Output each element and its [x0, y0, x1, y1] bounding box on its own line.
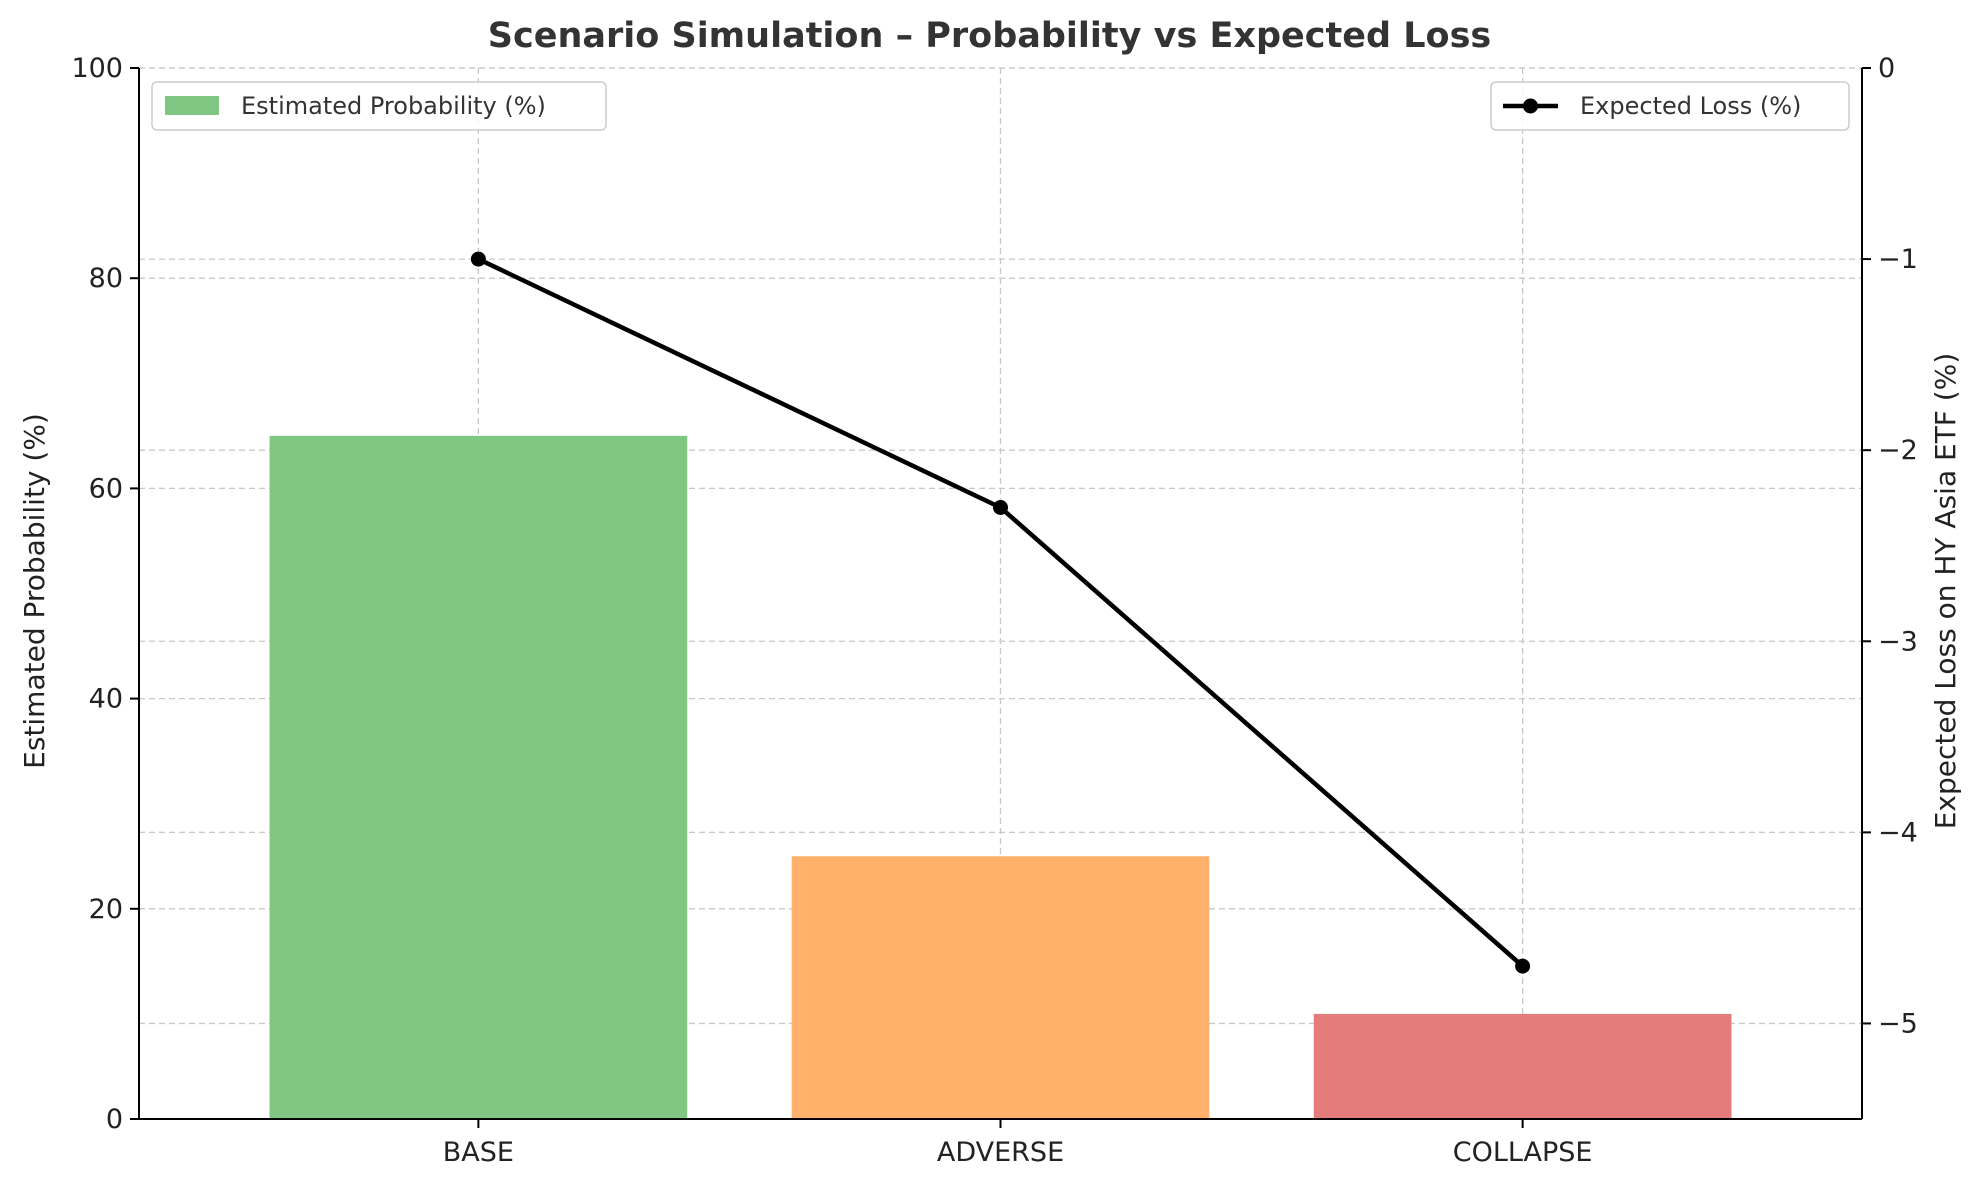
line-layer — [470, 251, 1531, 974]
legend-layer: Estimated Probability (%) Expected Loss (… — [151, 81, 1850, 131]
legend-label-probability: Estimated Probability (%) — [241, 92, 546, 120]
expected-loss-point-collapse — [1515, 958, 1531, 974]
bar-layer — [269, 435, 1732, 1120]
legend-swatch-marker — [1523, 98, 1538, 114]
y2-tick-label: −3 — [1878, 626, 1918, 657]
y2-tick-label: −5 — [1878, 1008, 1918, 1039]
y-tick-label: 40 — [89, 684, 123, 715]
y-tick-label: 80 — [89, 263, 123, 294]
legend-left-frame — [151, 81, 607, 131]
chart-title: Scenario Simulation – Probability vs Exp… — [488, 16, 1491, 56]
bar-base — [269, 435, 688, 1120]
y-tick-label: 20 — [89, 894, 123, 925]
expected-loss-point-adverse — [993, 500, 1008, 516]
y-axis-label: Estimated Probability (%) — [18, 413, 51, 769]
y-tick-label: 0 — [106, 1104, 123, 1135]
axis-layer: 0 20 40 60 80 100 0 −1 −2 −3 −4 −5 BASE ADVERSE COLLAP… — [71, 53, 1917, 1168]
bar-adverse — [791, 856, 1210, 1119]
y2-tick-label: 0 — [1878, 53, 1895, 84]
y2-tick-label: −2 — [1878, 435, 1918, 466]
bar-collapse — [1313, 1013, 1732, 1119]
x-tick-label: BASE — [443, 1137, 514, 1168]
y-tick-label: 60 — [89, 473, 123, 504]
y2-axis-label: Expected Loss on HY Asia ETF (%) — [1929, 353, 1962, 830]
y-tick-label: 100 — [71, 53, 123, 84]
y2-tick-label: −4 — [1878, 817, 1918, 848]
legend-label-expected-loss: Expected Loss (%) — [1580, 92, 1801, 120]
legend-swatch-probability — [165, 96, 219, 115]
x-tick-label: COLLAPSE — [1453, 1137, 1593, 1168]
legend-left: Estimated Probability (%) — [151, 81, 607, 131]
legend-right: Expected Loss (%) — [1490, 81, 1850, 131]
expected-loss-point-base — [470, 251, 486, 267]
x-tick-label: ADVERSE — [937, 1137, 1064, 1168]
y2-tick-label: −1 — [1878, 244, 1918, 275]
legend-right-frame — [1490, 81, 1850, 131]
